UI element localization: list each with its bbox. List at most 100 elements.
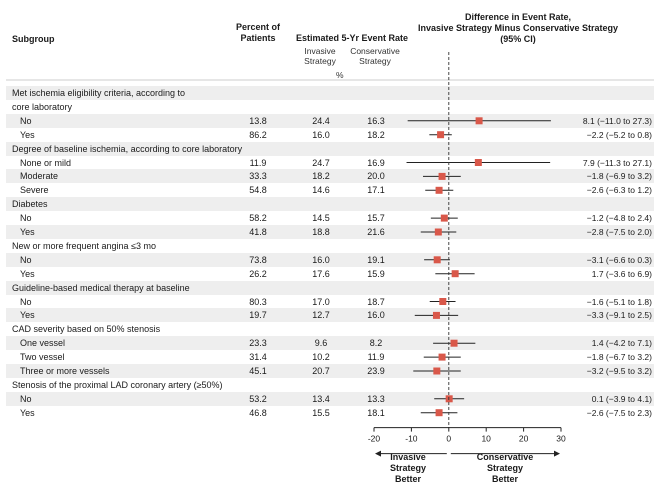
conservative-rate-cell: 18.7 <box>367 296 385 307</box>
x-tick-label: -10 <box>405 434 418 444</box>
invasive-rate-cell: 18.2 <box>312 171 330 182</box>
event-rate-header: Estimated 5-Yr Event Rate <box>295 33 409 43</box>
subgroup-label: No <box>20 393 32 404</box>
difference-ci-cell: −2.2 (−5.2 to 0.8) <box>586 129 652 140</box>
point-estimate-marker <box>474 159 482 166</box>
row-band <box>6 308 654 323</box>
invasive-rate-cell: 17.6 <box>312 268 330 279</box>
conservative-better-line1: Conservative <box>476 452 534 462</box>
arrow-right-head <box>554 450 560 457</box>
conservative-rate-cell: 11.9 <box>367 352 385 363</box>
invasive-rate-cell: 18.8 <box>312 227 330 237</box>
subgroup-label: Severe <box>20 185 49 196</box>
invasive-rate-cell: 20.7 <box>312 366 330 376</box>
subgroup-label: No <box>20 296 32 307</box>
row-band <box>6 252 654 267</box>
point-estimate-marker <box>433 256 441 264</box>
subgroup-label: Yes <box>20 227 35 237</box>
subgroup-label: Yes <box>20 129 35 140</box>
subgroup-label: No <box>20 213 32 224</box>
group-label: Guideline-based medical therapy at basel… <box>12 282 190 293</box>
x-tick-label: -20 <box>368 434 381 444</box>
subgroup-label: Yes <box>20 407 35 418</box>
conservative-better-line3: Better <box>491 474 518 484</box>
percent-cell: 58.2 <box>249 213 267 224</box>
row-band <box>6 197 654 212</box>
difference-ci-cell: −2.6 (−6.3 to 1.2) <box>586 185 652 196</box>
row-band <box>6 113 654 128</box>
invasive-better-line1: Invasive <box>390 452 426 462</box>
difference-header-line2: Invasive Strategy Minus Conservative Str… <box>417 23 619 33</box>
conservative-rate-cell: 8.2 <box>369 338 383 349</box>
group-label: Diabetes <box>12 199 48 210</box>
point-estimate-marker <box>435 409 443 417</box>
difference-ci-cell: −1.8 (−6.9 to 3.2) <box>586 171 652 182</box>
invasive-rate-cell: 14.6 <box>312 185 330 196</box>
conservative-rate-cell: 19.1 <box>367 254 385 265</box>
point-estimate-marker <box>451 270 459 278</box>
row-band <box>6 391 654 406</box>
percent-cell: 13.8 <box>249 115 267 126</box>
difference-ci-cell: −2.8 (−7.5 to 2.0) <box>586 227 652 237</box>
row-band <box>6 86 654 100</box>
difference-ci-cell: −1.6 (−5.1 to 1.8) <box>586 296 652 307</box>
conservative-rate-cell: 18.1 <box>367 407 385 418</box>
percent-cell: 45.1 <box>249 366 267 376</box>
point-estimate-marker <box>434 228 442 236</box>
percent-cell: 46.8 <box>249 407 267 418</box>
point-estimate-marker <box>450 339 458 347</box>
row-band <box>6 280 654 295</box>
x-tick-label: 0 <box>446 434 451 444</box>
invasive-rate-cell: 13.4 <box>312 393 330 404</box>
difference-ci-cell: 1.7 (−3.6 to 6.9) <box>591 268 652 279</box>
subgroup-label: Moderate <box>20 171 59 182</box>
percent-cell: 31.4 <box>249 352 267 363</box>
conservative-rate-cell: 21.6 <box>367 227 385 237</box>
x-tick-label: 10 <box>481 434 491 444</box>
difference-ci-cell: −3.2 (−9.5 to 3.2) <box>586 366 652 376</box>
group-label: Degree of baseline ischemia, according t… <box>12 143 243 154</box>
conservative-rate-cell: 15.7 <box>367 213 385 224</box>
group-label: core laboratory <box>12 101 73 112</box>
subgroup-label: No <box>20 115 32 126</box>
point-estimate-marker <box>439 298 447 305</box>
point-estimate-marker <box>435 186 443 194</box>
point-estimate-marker <box>475 117 483 125</box>
point-estimate-marker <box>437 131 445 139</box>
row-band <box>6 364 654 378</box>
point-estimate-marker <box>433 367 441 375</box>
rate-unit: % <box>336 70 344 80</box>
subgroup-label: Two vessel <box>20 352 65 363</box>
percent-cell: 80.3 <box>249 296 267 307</box>
subgroup-label: Yes <box>20 310 35 321</box>
invasive-rate-cell: 14.5 <box>312 213 330 224</box>
invasive-rate-cell: 16.0 <box>312 129 330 140</box>
percent-cell: 53.2 <box>249 393 267 404</box>
row-band <box>6 169 654 184</box>
invasive-rate-cell: 12.7 <box>312 310 330 321</box>
x-tick-label: 30 <box>556 434 566 444</box>
conservative-better-line2: Strategy <box>486 463 523 473</box>
conservative-rate-cell: 23.9 <box>367 366 385 376</box>
row-band <box>6 336 654 351</box>
conservative-rate-cell: 13.3 <box>367 393 385 404</box>
group-label: CAD severity based on 50% stenosis <box>12 324 161 335</box>
group-label: Met ischemia eligibility criteria, accor… <box>12 88 186 98</box>
percent-cell: 26.2 <box>249 268 267 279</box>
percent-header-line1: Percent of <box>235 22 280 32</box>
percent-cell: 54.8 <box>249 185 267 196</box>
group-label: Stenosis of the proximal LAD coronary ar… <box>12 379 223 390</box>
point-estimate-marker <box>432 311 440 319</box>
percent-cell: 19.7 <box>249 310 267 321</box>
invasive-rate-cell: 24.4 <box>312 115 330 126</box>
percent-cell: 41.8 <box>249 227 267 237</box>
invasive-subheader-line1: Invasive <box>304 46 336 56</box>
subgroup-label: One vessel <box>20 338 66 349</box>
difference-header-line1: Difference in Event Rate, <box>464 12 572 22</box>
arrow-left-head <box>375 450 381 457</box>
difference-ci-cell: −1.2 (−4.8 to 2.4) <box>586 213 652 224</box>
invasive-subheader-line2: Strategy <box>304 56 336 66</box>
subgroup-label: No <box>20 254 32 265</box>
difference-ci-cell: 7.9 (−11.3 to 27.1) <box>582 157 652 168</box>
conservative-subheader-line1: Conservative <box>350 46 400 56</box>
